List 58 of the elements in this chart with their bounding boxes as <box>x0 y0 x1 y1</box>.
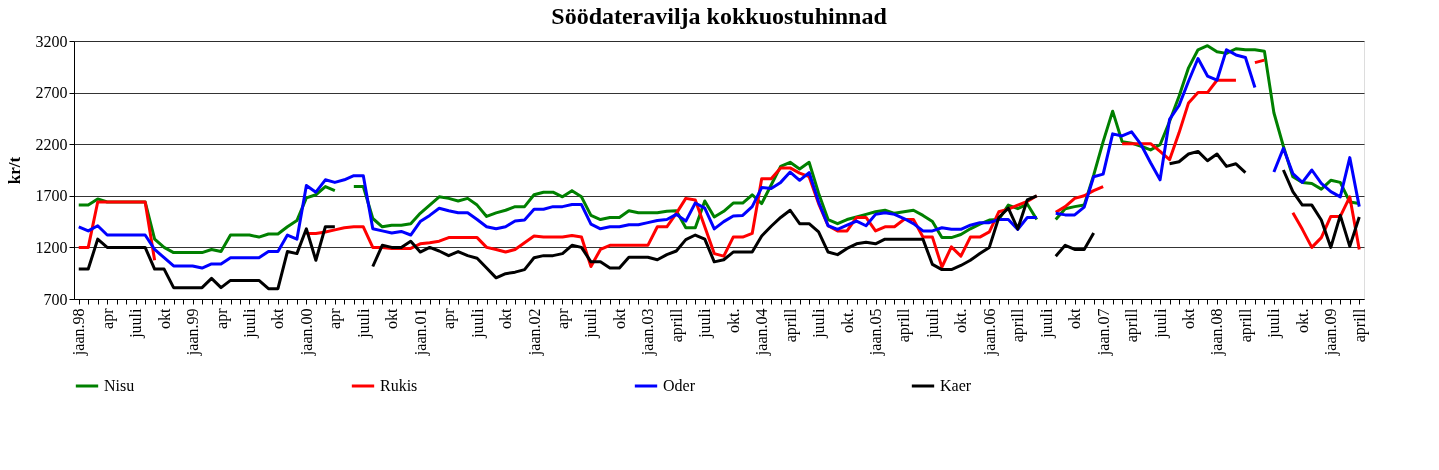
x-tick-label: apr <box>553 307 572 329</box>
y-tick-label: 1200 <box>35 238 68 256</box>
x-tick-label: okt. <box>1293 308 1311 333</box>
chart-title: Söödateravilja kokkuostuhinnad <box>551 3 888 29</box>
x-tick-label: juuli <box>696 307 715 339</box>
x-tick-label: jaan.98 <box>70 308 89 357</box>
x-tick-label: jaan.99 <box>184 308 203 357</box>
x-tick-label: jaan.01 <box>411 308 430 357</box>
x-tick-label: jaan.03 <box>639 308 658 357</box>
x-tick-label: aprill <box>667 307 686 343</box>
x-tick-label: juuli <box>240 307 259 339</box>
y-tick-label: 1700 <box>35 187 68 205</box>
legend-label: Oder <box>663 377 696 394</box>
y-tick-label: 700 <box>43 290 68 308</box>
x-tick-label: jaan.07 <box>1094 308 1113 357</box>
x-tick-label: jaan.04 <box>753 308 772 357</box>
x-tick-label: jaan.08 <box>1208 308 1227 357</box>
x-tick-label: aprill <box>895 307 914 343</box>
x-tick-label: juuli <box>1151 307 1170 339</box>
x-tick-label: apr <box>98 307 117 329</box>
x-tick-label: aprill <box>1009 307 1028 343</box>
x-tick-label: okt. <box>724 308 742 333</box>
x-tick-label: juuli <box>127 307 146 339</box>
x-tick-label: okt <box>497 307 515 329</box>
y-axis-title: kr/t <box>4 156 24 185</box>
x-tick-label: aprill <box>1350 307 1369 343</box>
x-tick-label: aprill <box>781 307 800 343</box>
x-tick-label: apr <box>212 307 231 329</box>
x-tick-label: jaan.09 <box>1322 308 1341 357</box>
x-tick-label: okt <box>1180 307 1198 329</box>
legend-label: Kaer <box>940 377 972 394</box>
x-tick-label: juuli <box>1037 307 1056 339</box>
legend-label: Rukis <box>380 377 418 394</box>
x-tick-label: aprill <box>1236 307 1255 343</box>
x-tick-label: aprill <box>1123 307 1142 343</box>
y-tick-label: 2700 <box>35 84 68 102</box>
x-tick-label: apr <box>440 307 459 329</box>
x-tick-label: okt <box>610 307 628 329</box>
x-tick-label: jaan.06 <box>980 308 999 357</box>
x-tick-label: jaan.02 <box>525 308 544 357</box>
y-tick-label: 2200 <box>35 135 68 153</box>
x-tick-label: juuli <box>923 307 942 339</box>
x-tick-label: juuli <box>468 307 487 339</box>
x-tick-label: jaan.05 <box>867 308 886 357</box>
x-tick-label: okt <box>1066 307 1084 329</box>
x-tick-label: okt <box>383 307 401 329</box>
x-tick-label: okt <box>269 307 287 329</box>
x-tick-label: juuli <box>582 307 601 339</box>
x-tick-label: apr <box>326 307 345 329</box>
legend-label: Nisu <box>104 377 135 394</box>
x-tick-label: okt. <box>838 308 856 333</box>
x-tick-label: juuli <box>1265 307 1284 339</box>
x-tick-label: juuli <box>354 307 373 339</box>
y-tick-label: 3200 <box>35 32 68 50</box>
x-tick-label: jaan.00 <box>297 308 316 357</box>
x-tick-label: okt. <box>952 308 970 333</box>
x-tick-label: okt <box>155 307 173 329</box>
x-tick-label: juuli <box>810 307 829 339</box>
